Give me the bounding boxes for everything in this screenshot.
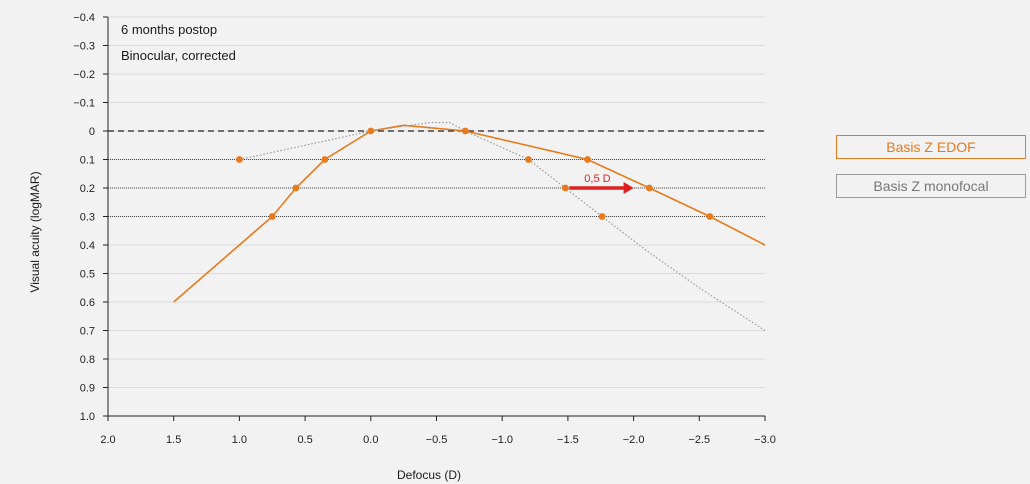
- series-line-monofocal: [239, 121, 766, 332]
- y-tick-label-3: −0.1: [73, 98, 95, 110]
- grid-layer: [108, 16, 765, 417]
- y-tick-label-14: 1.0: [80, 411, 95, 423]
- annotation-line-2: Binocular, corrected: [121, 48, 236, 63]
- y-tick-label-5: 0.1: [80, 155, 95, 167]
- y-tick-label-9: 0.5: [80, 269, 95, 281]
- legend-label-monofocal: Basis Z monofocal: [873, 178, 989, 194]
- y-tick-label-11: 0.7: [80, 326, 95, 338]
- arrow-label: 0,5 D: [584, 173, 610, 185]
- y-tick-label-0: −0.4: [73, 12, 95, 24]
- marker-monofocal-2: [561, 184, 569, 192]
- x-tick-label-3: 0.5: [297, 434, 312, 446]
- x-tick-label-7: −1.5: [557, 434, 579, 446]
- y-tick-label-10: 0.6: [80, 297, 95, 309]
- x-tick-label-5: −0.5: [426, 434, 448, 446]
- x-tick-label-1: 1.5: [166, 434, 181, 446]
- marker-edof-5: [584, 156, 592, 163]
- y-tick-label-4: 0: [89, 126, 95, 138]
- x-tick-label-6: −1.0: [491, 434, 513, 446]
- annotation-line-1: 6 months postop: [121, 22, 217, 37]
- series-line-edof: [173, 124, 766, 303]
- arrow-layer: 0,5 D: [569, 173, 634, 194]
- marker-monofocal-3: [598, 213, 606, 220]
- x-tick-label-2: 1.0: [232, 434, 247, 446]
- x-tick-label-9: −2.5: [688, 434, 710, 446]
- marker-edof-7: [706, 213, 714, 220]
- legend-item-monofocal: Basis Z monofocal: [836, 174, 1026, 198]
- axis-layer: −0.4 −0.3 −0.2 −0.1 0 0.1 0.2 0.3 0.4 0.5 0.6 0.7 0.…: [73, 12, 776, 446]
- y-tick-label-12: 0.8: [80, 354, 95, 366]
- legend-item-edof: Basis Z EDOF: [836, 135, 1026, 159]
- y-tick-label-1: −0.3: [73, 41, 95, 53]
- x-tick-label-10: −3.0: [754, 434, 776, 446]
- marker-monofocal-1: [525, 156, 532, 163]
- x-axis-label: Defocus (D): [397, 468, 461, 482]
- marker-edof-1: [292, 184, 300, 192]
- marker-edof-3: [367, 127, 375, 135]
- y-tick-label-8: 0.4: [80, 240, 95, 252]
- marker-monofocal-0: [236, 156, 243, 163]
- y-axis-label: Visual acuity (logMAR): [28, 171, 42, 292]
- y-tick-label-2: −0.2: [73, 69, 95, 81]
- y-tick-label-7: 0.3: [80, 212, 95, 224]
- marker-edof-6: [645, 184, 653, 192]
- y-tick-label-6: 0.2: [80, 183, 95, 195]
- legend-label-edof: Basis Z EDOF: [886, 139, 976, 155]
- x-tick-label-4: 0.0: [363, 434, 378, 446]
- marker-edof-2: [321, 156, 329, 163]
- marker-edof-4: [462, 127, 469, 135]
- arrow-head: [623, 182, 634, 194]
- y-tick-label-13: 0.9: [80, 383, 95, 395]
- series-layer: [173, 121, 766, 332]
- marker-edof-0: [268, 213, 276, 220]
- x-tick-label-0: 2.0: [100, 434, 115, 446]
- x-tick-label-8: −2.0: [623, 434, 645, 446]
